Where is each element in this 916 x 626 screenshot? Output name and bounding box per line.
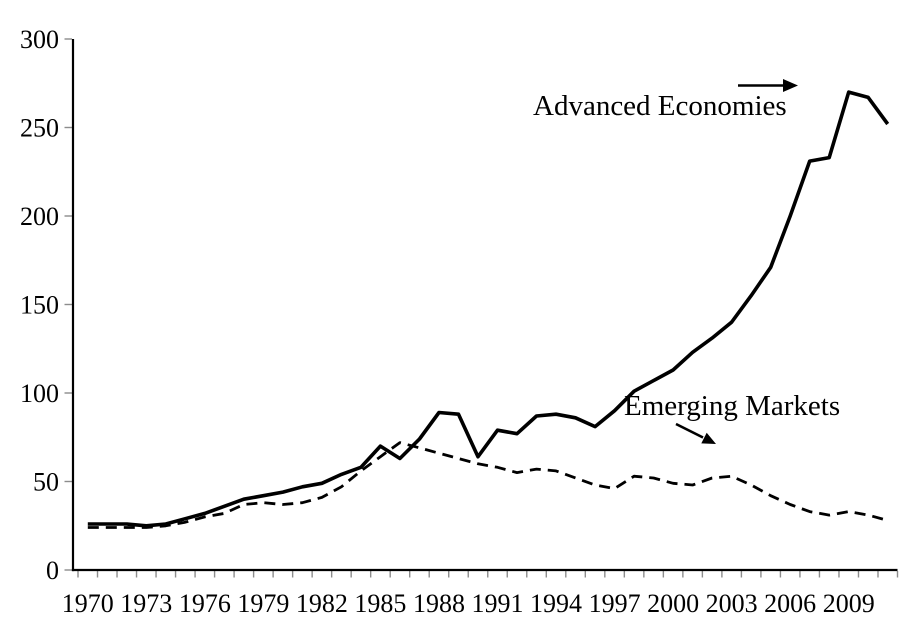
x-axis-label: 2003 — [706, 589, 758, 618]
y-axis-label: 150 — [20, 291, 59, 320]
x-axis-label: 1988 — [413, 589, 465, 618]
x-axis-label: 2009 — [823, 589, 875, 618]
y-axis-label: 250 — [20, 114, 59, 143]
emerging-markets-arrow-icon — [675, 422, 716, 444]
x-axis-label: 1994 — [530, 589, 582, 618]
x-axis-label: 1997 — [589, 589, 641, 618]
advanced-economies-line — [87, 90, 890, 528]
emerging-markets-line — [87, 441, 889, 529]
x-axis-label: 1985 — [354, 589, 406, 618]
x-axis-label: 1982 — [296, 589, 348, 618]
y-axis-label: 200 — [20, 202, 59, 231]
x-axis-label: 2006 — [764, 589, 816, 618]
x-axis-label: 2000 — [647, 589, 699, 618]
y-axis-label: 100 — [20, 379, 59, 408]
annotation-emerging-markets: Emerging Markets — [624, 390, 840, 422]
x-axis-label: 1973 — [120, 589, 172, 618]
y-axis-label: 50 — [33, 468, 59, 497]
x-axis-label: 1970 — [62, 589, 114, 618]
annotation-advanced-economies: Advanced Economies — [533, 90, 787, 122]
y-axis-label: 300 — [20, 25, 59, 54]
x-axis-label: 1979 — [237, 589, 289, 618]
y-axis-label: 0 — [46, 556, 59, 585]
x-axis-label: 1991 — [472, 589, 524, 618]
x-axis-label: 1976 — [179, 589, 231, 618]
advanced-economies-arrow-icon — [738, 79, 798, 92]
